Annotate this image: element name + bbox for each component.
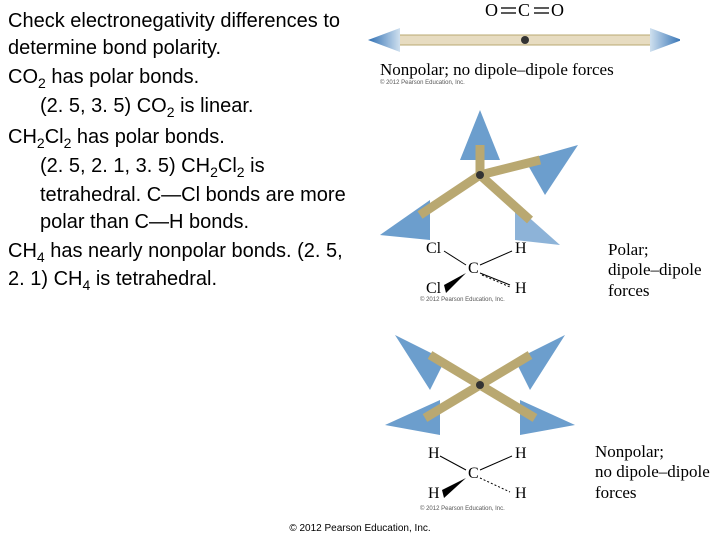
para-4: CH4 has nearly nonpolar bonds. (2. 5, 2.… — [8, 238, 358, 296]
c1: Polar; — [608, 240, 649, 259]
m2: no dipole–dipole — [595, 462, 710, 481]
ch2cl2-small-copyright: © 2012 Pearson Education, Inc. — [420, 297, 505, 303]
svg-text:H: H — [428, 485, 440, 502]
center-dot-ch4 — [476, 381, 484, 389]
svg-text:H: H — [515, 445, 527, 462]
p5s2: 2 — [237, 164, 245, 180]
co2-arrow-left — [368, 28, 400, 52]
figures-column: O C O Nonpolar; no dipole–dipole forces … — [360, 0, 720, 520]
para-3: CH2Cl2 has polar bonds. (2. 5, 2. 1, 3. … — [8, 124, 358, 236]
p3: (2. 5, 3. 5) CO2 is linear. — [8, 93, 358, 122]
p1-text: Check electronegativity differences to d… — [8, 10, 340, 59]
svg-text:H: H — [428, 445, 440, 462]
svg-text:C: C — [468, 260, 479, 277]
ch2cl2-structure: C Cl Cl H H — [426, 240, 527, 297]
p2-rest: has polar bonds. — [46, 66, 199, 88]
p5: (2. 5, 2. 1, 3. 5) CH2Cl2 is tetrahedral… — [8, 153, 358, 236]
svg-text:H: H — [515, 485, 527, 502]
p4b: Cl — [45, 126, 64, 148]
m1: Nonpolar; — [595, 442, 664, 461]
arrow-ur — [525, 145, 578, 195]
ch2cl2-caption: Polar; dipole–dipole forces — [608, 240, 701, 301]
figure-ch4: C H H H H Nonpolar; no dipole–dipole for… — [360, 310, 720, 510]
p4s1: 2 — [37, 135, 45, 151]
svg-text:Cl: Cl — [426, 280, 442, 297]
ch2cl2-diagram: C Cl Cl H H — [360, 105, 600, 300]
co2-o2: O — [551, 2, 564, 20]
svg-text:C: C — [468, 465, 479, 482]
p6c: is tetrahedral. — [90, 268, 217, 290]
svg-text:H: H — [515, 280, 527, 297]
ch4-caption: Nonpolar; no dipole–dipole forces — [595, 442, 710, 503]
svg-text:H: H — [515, 240, 527, 257]
c2: dipole–dipole — [608, 260, 701, 279]
arrow-dl — [380, 200, 430, 240]
center-dot — [476, 171, 484, 179]
ch4-diagram: C H H H H — [360, 310, 600, 510]
co2-o1: O — [485, 2, 498, 20]
ch4-small-copyright: © 2012 Pearson Education, Inc. — [420, 506, 505, 512]
p5b: Cl — [218, 155, 237, 177]
figure-co2: O C O Nonpolar; no dipole–dipole forces … — [360, 2, 720, 97]
main-text: Check electronegativity differences to d… — [8, 8, 358, 297]
p4c: has polar bonds. — [71, 126, 224, 148]
p3b: is linear. — [175, 95, 254, 117]
co2-arrow-right — [650, 28, 680, 52]
ch4-structure: C H H H H — [428, 445, 527, 502]
p2-sub: 2 — [38, 75, 46, 91]
p4a: CH — [8, 126, 37, 148]
para-2: CO2 has polar bonds. (2. 5, 3. 5) CO2 is… — [8, 64, 358, 122]
para-1: Check electronegativity differences to d… — [8, 8, 358, 62]
p5s1: 2 — [210, 164, 218, 180]
page-copyright: © 2012 Pearson Education, Inc. — [0, 523, 720, 534]
co2-diagram: O C O — [360, 2, 680, 57]
figure-ch2cl2: C Cl Cl H H Polar; dipole–dipole forces … — [360, 105, 720, 305]
p6s1: 4 — [37, 249, 45, 265]
p6a: CH — [8, 240, 37, 262]
co2-c: C — [518, 2, 530, 20]
co2-center-dot — [521, 36, 529, 44]
p3a: (2. 5, 3. 5) CO — [40, 95, 167, 117]
m3: forces — [595, 483, 637, 502]
co2-caption: Nonpolar; no dipole–dipole forces — [380, 60, 614, 80]
p3-sub: 2 — [167, 104, 175, 120]
p5a: (2. 5, 2. 1, 3. 5) CH — [40, 155, 210, 177]
svg-text:Cl: Cl — [426, 240, 442, 257]
c3: forces — [608, 281, 650, 300]
p2-co: CO — [8, 66, 38, 88]
co2-small-copyright: © 2012 Pearson Education, Inc. — [380, 80, 465, 86]
